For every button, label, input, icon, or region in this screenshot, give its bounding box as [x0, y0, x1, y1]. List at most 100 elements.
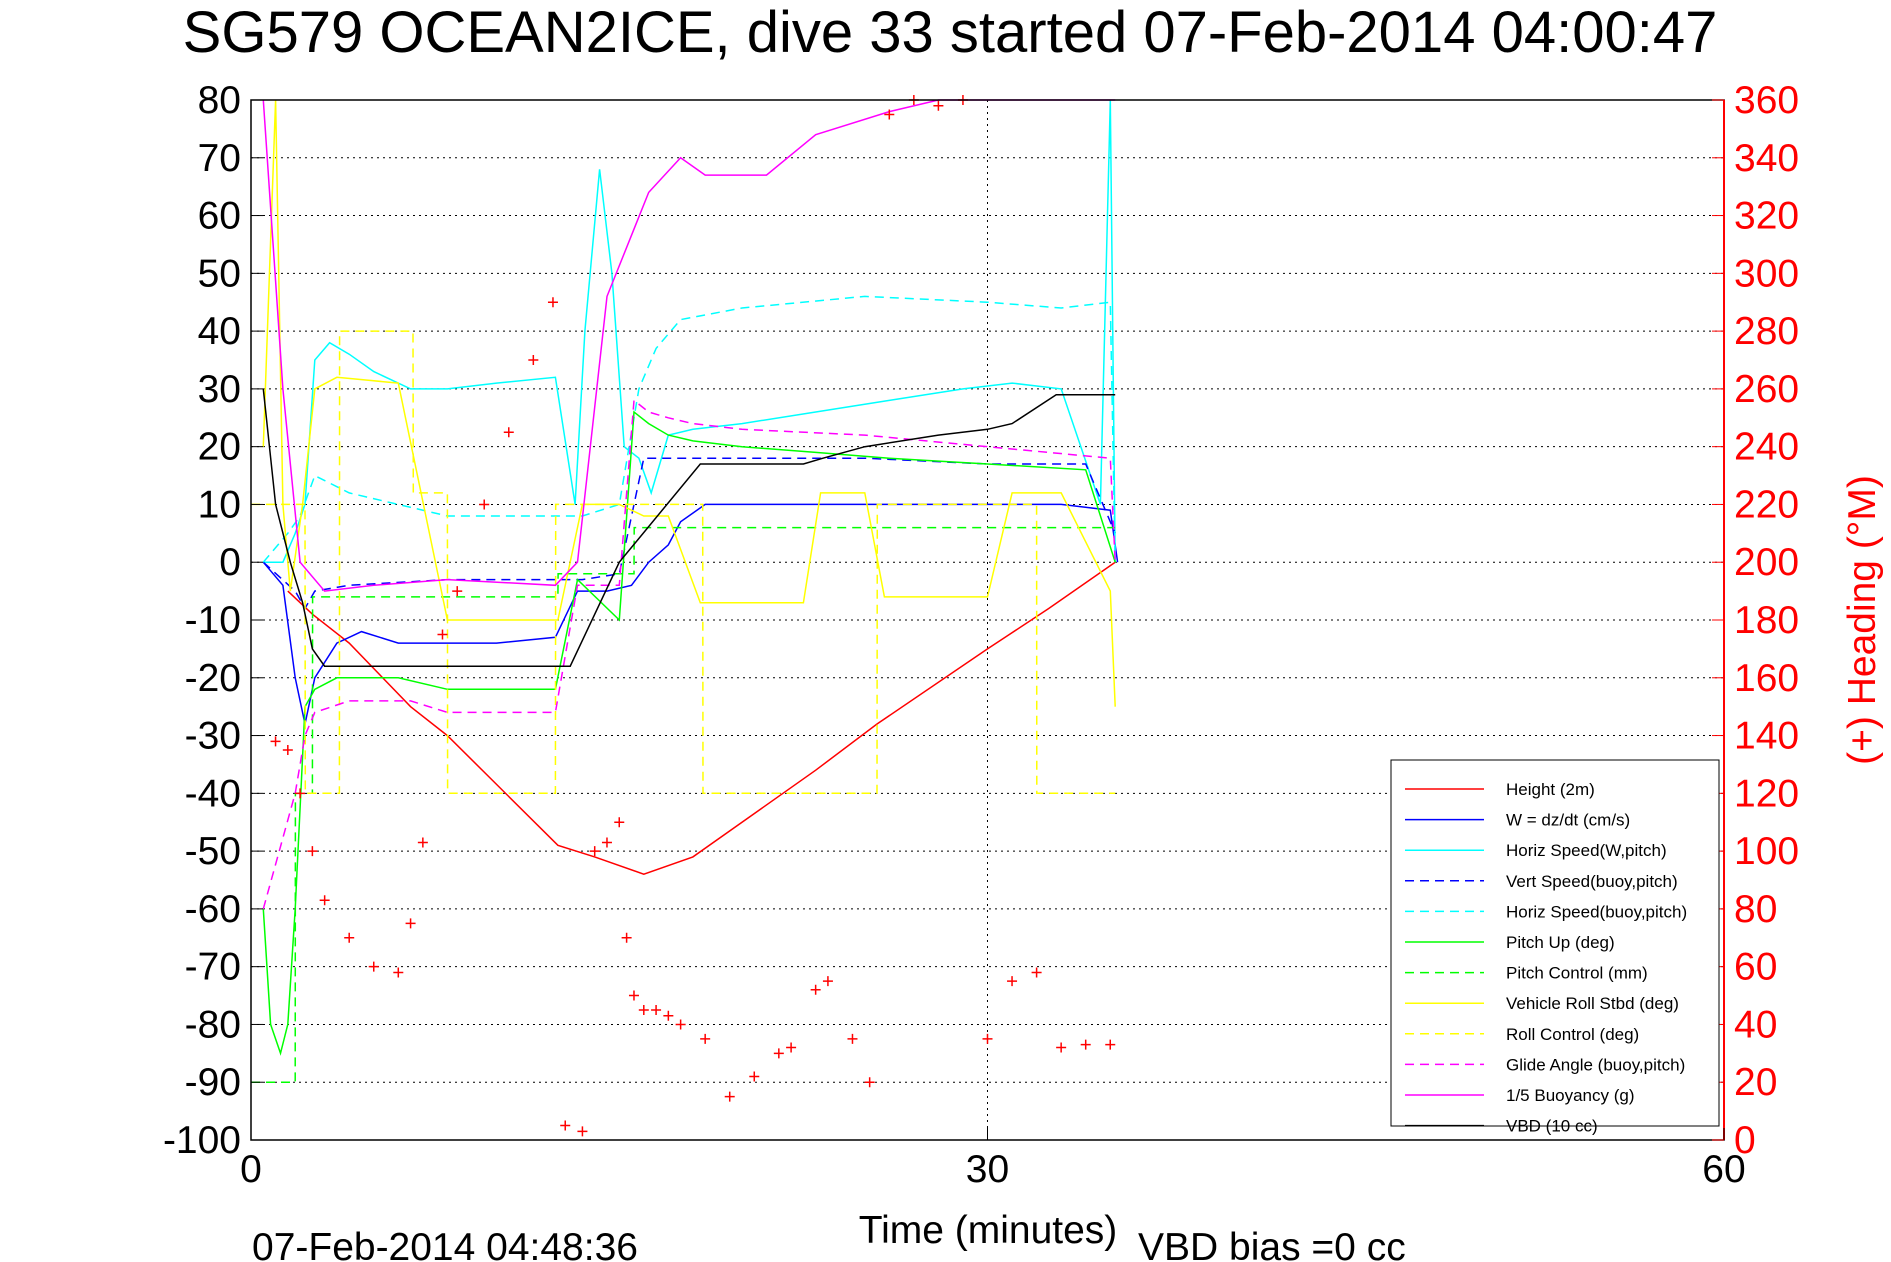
y2-axis-label: (+) Heading (°M) [1841, 475, 1884, 765]
heading-point [933, 100, 944, 111]
y2-tick-label: 140 [1734, 715, 1799, 758]
y-tick-label: -60 [185, 888, 241, 931]
series-line-vehicle-roll-stbd-deg [262, 99, 1116, 707]
legend-label: W = dz/dt (cm/s) [1506, 811, 1630, 830]
y2-tick-label: 200 [1734, 541, 1799, 584]
y2-tick-label: 260 [1734, 368, 1799, 411]
y-tick-label: 0 [219, 541, 241, 584]
heading-point [749, 1071, 760, 1082]
heading-point [786, 1042, 797, 1053]
heading-point [295, 788, 306, 799]
y-tick-label: -80 [185, 1003, 241, 1046]
series-line-horiz-speed-buoy-pitch [262, 295, 1116, 563]
footer-vbd-bias: VBD bias =0 cc [1138, 1226, 1406, 1262]
heading-point [589, 846, 600, 857]
series-line-w-dz-dt-cm-s [262, 503, 1119, 725]
y2-tick-label: 40 [1734, 1003, 1777, 1046]
x-tick-label: 60 [1702, 1148, 1745, 1191]
heading-point [810, 984, 821, 995]
series-line-roll-control-deg [251, 330, 1116, 795]
y-left-ticks: 80 70 60 50 40 30 20 10 0 -10 -20 -30 -40 -50 -60 -70 -8… [163, 79, 263, 1162]
y-tick-label: -90 [185, 1061, 241, 1104]
y-tick-label: -100 [163, 1119, 241, 1162]
heading-point [479, 499, 490, 510]
heading-point [614, 817, 625, 828]
y2-tick-label: 280 [1734, 310, 1799, 353]
heading-point [405, 918, 416, 929]
series-line-pitch-control-mm [251, 526, 1116, 1083]
y2-tick-label: 300 [1734, 252, 1799, 295]
y2-tick-label: 180 [1734, 599, 1799, 642]
heading-point [417, 837, 428, 848]
chart-title: SG579 OCEAN2ICE, dive 33 started 07-Feb-… [183, 0, 1718, 65]
series-line-1-5-buoyancy-g [262, 99, 1116, 592]
series-line-vbd-10-cc [262, 388, 1116, 667]
heading-point [847, 1033, 858, 1044]
heading-point [577, 1126, 588, 1137]
heading-point [628, 990, 639, 1001]
heading-point [638, 1005, 649, 1015]
x-ticks: 0 30 60 [240, 1128, 1746, 1191]
heading-point [270, 736, 281, 747]
y2-tick-label: 80 [1734, 888, 1777, 931]
heading-point [884, 109, 895, 120]
series-line-horiz-speed-w-pitch [263, 99, 1116, 563]
heading-point [675, 1019, 686, 1030]
heading-point [663, 1010, 674, 1021]
y-tick-label: 10 [198, 483, 241, 526]
x-tick-label: 0 [240, 1148, 262, 1191]
legend-label: Horiz Speed(W,pitch) [1506, 841, 1667, 860]
heading-point [1105, 1039, 1116, 1050]
heading-point [982, 1033, 993, 1044]
y2-tick-label: 120 [1734, 772, 1799, 815]
legend-label: Roll Control (deg) [1506, 1025, 1639, 1044]
y-tick-label: 70 [198, 137, 241, 180]
y2-tick-label: 160 [1734, 657, 1799, 700]
y-tick-label: -20 [185, 657, 241, 700]
y-right-ticks: 3603403203002802602402202001801601401201… [1712, 79, 1799, 1162]
y2-tick-label: 60 [1734, 946, 1777, 989]
heading-point [1031, 967, 1042, 978]
y2-tick-label: 340 [1734, 137, 1799, 180]
y2-tick-label: 240 [1734, 426, 1799, 469]
heading-point [560, 1120, 571, 1131]
y-tick-label: -50 [185, 830, 241, 873]
y2-tick-label: 0 [1734, 1119, 1756, 1162]
heading-point [528, 355, 539, 365]
series-heading-markers [270, 95, 1116, 1137]
heading-point [282, 745, 293, 755]
legend-label: Vehicle Roll Stbd (deg) [1506, 994, 1679, 1013]
y-tick-label: 60 [198, 195, 241, 238]
heading-point [1080, 1039, 1091, 1050]
heading-point [503, 427, 514, 438]
y-tick-label: 40 [198, 310, 241, 353]
heading-point [773, 1048, 784, 1059]
heading-point [1056, 1042, 1067, 1053]
y-tick-label: 30 [198, 368, 241, 411]
y-tick-label: 50 [198, 252, 241, 295]
y-tick-label: 80 [198, 79, 241, 122]
y2-tick-label: 220 [1734, 483, 1799, 526]
heading-point [822, 976, 833, 987]
x-axis-label: Time (minutes) [859, 1209, 1118, 1252]
legend-label: Glide Angle (buoy,pitch) [1506, 1055, 1685, 1074]
heading-point [452, 586, 463, 597]
legend-label: Height (2m) [1506, 780, 1595, 799]
heading-point [547, 297, 558, 308]
footer-timestamp: 07-Feb-2014 04:48:36 [252, 1226, 638, 1262]
y-tick-label: -70 [185, 946, 241, 989]
series-layer [251, 95, 1119, 1137]
legend-label: Pitch Up (deg) [1506, 933, 1615, 952]
y2-tick-label: 360 [1734, 79, 1799, 122]
legend-label: Pitch Control (mm) [1506, 964, 1648, 983]
y-tick-label: -10 [185, 599, 241, 642]
y2-tick-label: 20 [1734, 1061, 1777, 1104]
heading-point [601, 837, 612, 848]
heading-point [344, 932, 355, 943]
heading-point [864, 1077, 875, 1088]
legend-label: Vert Speed(buoy,pitch) [1506, 872, 1678, 891]
y2-tick-label: 100 [1734, 830, 1799, 873]
heading-point [307, 846, 318, 857]
heading-point [651, 1005, 662, 1015]
legend-label: Horiz Speed(buoy,pitch) [1506, 902, 1687, 921]
